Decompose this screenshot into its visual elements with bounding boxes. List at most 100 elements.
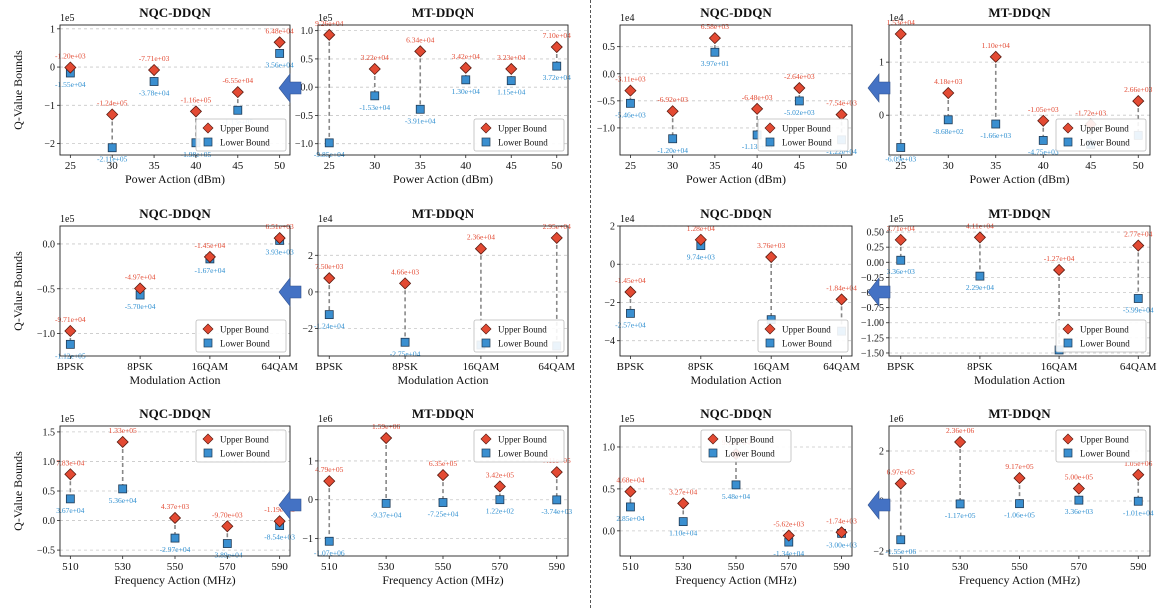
- legend-lower-label: Lower Bound: [1080, 449, 1130, 459]
- y-tick-label: 0: [50, 63, 55, 74]
- x-tick-label: 25: [324, 160, 336, 172]
- legend-box: [1055, 429, 1147, 463]
- lower-bound-label: 1.30e+04: [452, 87, 480, 96]
- chart-title: MT-DDQN: [988, 5, 1051, 20]
- chart-b4: 3.36e+032.29e+04-5.99e+043.71e+04 4.11e+0…: [861, 206, 1157, 387]
- upper-bound-point: [782, 529, 795, 542]
- chart-title: MT-DDQN: [412, 206, 475, 221]
- left-arrow-icon: [278, 490, 302, 520]
- x-tick-label: 40: [190, 160, 202, 172]
- x-tick-label: 25: [625, 160, 637, 172]
- x-tick-label: 45: [794, 160, 806, 172]
- y-tick-label: −2: [44, 139, 55, 150]
- lower-bound-label: -1.34e+04: [773, 549, 804, 558]
- upper-bound-point: [134, 282, 147, 295]
- lower-bound-point: [552, 495, 562, 505]
- upper-bound-label: 2.36e+06: [946, 426, 974, 435]
- lower-bound-point: [118, 484, 128, 494]
- lower-bound-point: [233, 105, 243, 115]
- lower-bound-label: -7.25e+04: [428, 510, 459, 519]
- y-tick-label: −4: [604, 336, 615, 347]
- legend: Upper Bound Lower Bound: [1055, 429, 1147, 463]
- legend-upper-label: Upper Bound: [782, 124, 831, 134]
- lower-bound-label: 1.15e+04: [497, 88, 525, 97]
- y-tick-label: 0.00: [867, 258, 885, 269]
- upper-bound-label: 6.97e+05: [887, 468, 915, 477]
- legend: Upper Bound Lower Bound: [1055, 118, 1147, 152]
- y-tick-label: 2: [308, 251, 313, 262]
- lower-bound-label: 3.67e+04: [56, 506, 84, 515]
- upper-bound-label: -7.71e+03: [139, 54, 170, 63]
- upper-bound-label: 4.18e+03: [934, 77, 962, 86]
- lower-bound-label: -2.11e+05: [97, 155, 128, 164]
- upper-bound-label: 3.22e+04: [361, 53, 389, 62]
- legend-upper-label: Upper Bound: [1080, 124, 1129, 134]
- legend-upper-marker: [764, 323, 776, 335]
- x-tick-label: 570: [1071, 561, 1088, 573]
- legend: Upper Bound Lower Bound: [195, 429, 287, 463]
- legend-lower-label: Lower Bound: [782, 138, 832, 148]
- chart-b2: -1.24e+04 -2.75e+04 7.50e+03 4.66e+03 2.36e+…: [302, 206, 575, 387]
- lower-bound-label: 3.93e+03: [266, 247, 294, 256]
- y-axis-label: Q-Value Bounds: [11, 451, 25, 531]
- lower-bound-label: -2.75e+04: [390, 349, 421, 358]
- lower-bound-point: [896, 255, 906, 265]
- lower-bound-label: -1.67e+04: [195, 266, 226, 275]
- y-tick-label: 1.0: [301, 26, 314, 37]
- lower-bound-label: 1.22e+02: [486, 507, 514, 516]
- legend-box: [473, 429, 565, 463]
- lower-bound-label: 5.36e+04: [109, 496, 137, 505]
- lower-bound-label: 3.56e+04: [266, 60, 294, 69]
- lower-bound-label: -1.98e+05: [181, 150, 212, 159]
- upper-bound-label: -1.45e+04: [615, 276, 646, 285]
- upper-bound-point: [436, 469, 450, 482]
- legend-lower-marker: [1063, 137, 1073, 147]
- upper-bound-label: 6.35e+05: [429, 459, 457, 468]
- upper-bound-label: 3.27e+04: [669, 487, 697, 496]
- y-tick-label: 0.5: [301, 54, 314, 65]
- legend-lower-label: Lower Bound: [1080, 138, 1130, 148]
- y-tick-label: −0.5: [37, 546, 55, 557]
- y-tick-label: 0.25: [867, 243, 885, 254]
- chart-c1: 3.67e+04 5.36e+04 -2.97e+04 -3.89e+04 -8.54e…: [11, 406, 295, 587]
- x-tick-label: 50: [836, 160, 848, 172]
- upper-bound-point: [954, 435, 967, 449]
- lower-bound-point: [552, 61, 562, 71]
- x-tick-label: 50: [274, 160, 286, 172]
- lower-bound-label: -3.78e+04: [139, 89, 170, 98]
- upper-bound-point: [459, 61, 472, 74]
- x-tick-label: 510: [62, 561, 79, 573]
- legend-lower-marker: [765, 338, 775, 348]
- y-axis-label: Q-Value Bounds: [11, 50, 25, 130]
- plot-frame: [317, 24, 569, 156]
- upper-bound-label: 6.58e+03: [701, 22, 729, 31]
- x-tick-label: 30: [107, 160, 119, 172]
- lower-bound-label: -5.99e+04: [1123, 305, 1154, 314]
- legend-upper-label: Upper Bound: [220, 124, 269, 134]
- upper-bound-label: -6.48e+03: [742, 93, 773, 102]
- upper-bound-point: [1132, 468, 1145, 481]
- legend-box: [1055, 319, 1147, 353]
- upper-bound-point: [624, 485, 637, 498]
- plot-frame: [619, 225, 853, 357]
- legend-box: [473, 319, 565, 353]
- lower-bound-label: 1.10e+04: [669, 529, 697, 538]
- lower-bound-label: -1.66e+03: [980, 131, 1011, 140]
- x-tick-label: 45: [1085, 160, 1097, 172]
- legend-upper-label: Upper Bound: [725, 435, 774, 445]
- legend-upper-marker: [202, 433, 214, 445]
- x-tick-label: 8PSK: [967, 361, 993, 373]
- upper-bound-point: [64, 324, 77, 338]
- x-axis-label: Modulation Action: [130, 373, 221, 387]
- legend-box: [757, 319, 849, 353]
- lower-bound-point: [370, 91, 380, 101]
- axis-exponent: 1e4: [318, 214, 332, 225]
- x-tick-label: 16QAM: [463, 361, 500, 373]
- chart-title: NQC-DDQN: [700, 406, 772, 421]
- x-tick-label: 64QAM: [261, 361, 298, 373]
- upper-bound-point: [273, 36, 286, 49]
- lower-bound-point: [400, 337, 410, 347]
- x-axis-label: Frequency Action (MHz): [382, 573, 503, 587]
- group-divider: [590, 0, 591, 608]
- plot-frame: [317, 225, 569, 357]
